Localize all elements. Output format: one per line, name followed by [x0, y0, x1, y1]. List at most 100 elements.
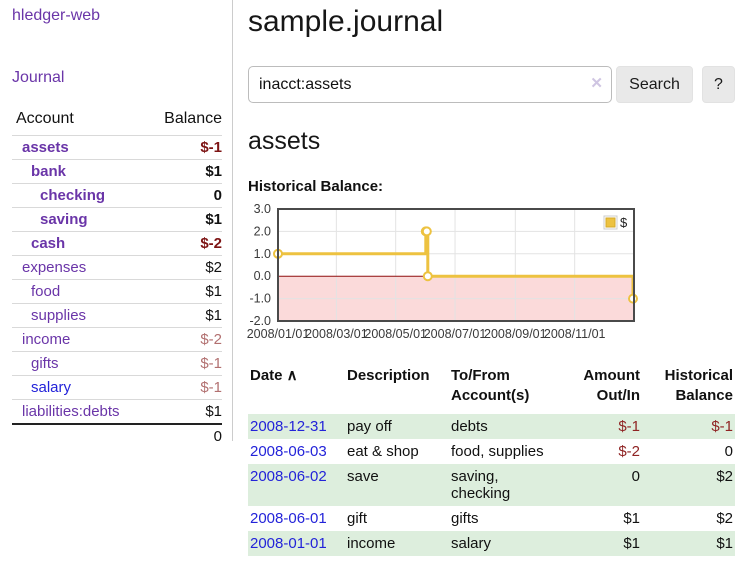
account-balance: $-1 — [145, 351, 222, 376]
transaction-row: 2008-12-31 pay off debts $-1 $-1 — [248, 414, 735, 439]
register-header-amount[interactable]: Amount Out/In — [583, 367, 640, 404]
data-point-marker — [422, 271, 433, 282]
register-header-tofrom[interactable]: To/From Account(s) — [451, 367, 530, 404]
transaction-accounts: gifts — [451, 510, 479, 527]
account-balance: $2 — [145, 255, 222, 280]
account-row: income $-2 — [12, 327, 222, 352]
transaction-date-link[interactable]: 2008-01-01 — [250, 535, 327, 552]
accounts-header-account: Account — [16, 110, 74, 127]
account-row: salary $-1 — [12, 375, 222, 400]
chart-legend: $ — [603, 215, 628, 230]
account-row: food $1 — [12, 279, 222, 304]
transaction-row: 2008-06-01 gift gifts $1 $2 — [248, 506, 735, 531]
register-header-row: Date ∧ Description To/From Account(s) Amount… — [248, 366, 735, 414]
account-row: cash $-2 — [12, 231, 222, 256]
main-content: sample.journal ✕ Search ? assets Histori… — [247, 0, 735, 556]
sidebar-item-journal[interactable]: Journal — [12, 69, 65, 86]
account-link[interactable]: expenses — [22, 259, 87, 276]
sidebar: hledger-web Journal Account Balance asse… — [0, 0, 233, 448]
accounts-table: Account Balance assets $-1 bank $1 checking 0… — [12, 108, 222, 448]
transaction-date-link[interactable]: 2008-12-31 — [250, 418, 327, 435]
transaction-amount: $1 — [572, 531, 642, 556]
transaction-date-link[interactable]: 2008-06-03 — [250, 443, 327, 460]
sort-ascending-icon: ∧ — [282, 367, 298, 384]
register-table: Date ∧ Description To/From Account(s) Amount… — [248, 366, 735, 556]
help-button[interactable]: ? — [702, 66, 735, 103]
accounts-total-value: 0 — [145, 423, 222, 448]
transaction-row: 2008-01-01 income salary $1 $1 — [248, 531, 735, 556]
svg-text:-1.0: -1.0 — [249, 292, 271, 306]
account-heading: assets — [248, 127, 321, 155]
transaction-date-link[interactable]: 2008-06-02 — [250, 468, 327, 485]
account-link[interactable]: liabilities:debts — [22, 403, 120, 420]
account-row: expenses $2 — [12, 255, 222, 280]
transaction-row: 2008-06-03 eat & shop food, supplies $-2 0 — [248, 439, 735, 464]
svg-text:1.0: 1.0 — [254, 247, 271, 261]
historical-balance-chart: 3.0 2.0 1.0 0.0 -1.0 -2.0 2008/01/01 2008/03/01… — [247, 202, 735, 347]
account-row: assets $-1 — [12, 135, 222, 160]
account-balance: $-1 — [145, 375, 222, 400]
account-balance: $-1 — [145, 135, 222, 160]
account-balance: $1 — [145, 279, 222, 304]
svg-text:3.0: 3.0 — [254, 202, 271, 216]
transaction-accounts: food, supplies — [451, 443, 544, 460]
search-input[interactable] — [248, 66, 612, 103]
svg-text:2008/03/01: 2008/03/01 — [305, 327, 368, 341]
legend-label: $ — [620, 215, 628, 230]
svg-text:2008/11/01: 2008/11/01 — [544, 327, 606, 341]
register-header-historical[interactable]: Historical Balance — [664, 367, 733, 404]
account-link[interactable]: saving — [40, 211, 88, 228]
account-link[interactable]: assets — [22, 139, 69, 156]
transaction-balance: $-1 — [642, 414, 735, 439]
account-row: saving $1 — [12, 207, 222, 232]
accounts-total-row: 0 — [12, 423, 222, 448]
account-link[interactable]: income — [22, 331, 71, 348]
account-balance: $1 — [145, 207, 222, 232]
account-link[interactable]: supplies — [31, 307, 87, 324]
account-row: liabilities:debts $1 — [12, 399, 222, 424]
account-balance: $1 — [145, 399, 222, 424]
transaction-amount: $-2 — [618, 443, 640, 460]
transaction-accounts: saving, checking — [449, 464, 572, 506]
search-form: ✕ Search ? — [248, 66, 735, 103]
account-link[interactable]: bank — [31, 163, 67, 180]
clear-search-icon[interactable]: ✕ — [590, 75, 603, 92]
search-box: ✕ — [248, 66, 612, 103]
transaction-balance: $2 — [716, 510, 733, 527]
transaction-balance: $1 — [642, 531, 735, 556]
chart-title: Historical Balance: — [248, 178, 384, 195]
chart-canvas: 3.0 2.0 1.0 0.0 -1.0 -2.02008/01/012008/03/01… — [247, 202, 638, 341]
register-header-date[interactable]: Date ∧ — [250, 367, 298, 384]
account-balance: 0 — [145, 183, 222, 208]
accounts-header-row: Account Balance — [12, 108, 222, 136]
transaction-description: pay off — [345, 414, 449, 439]
register-header-description[interactable]: Description — [347, 367, 430, 384]
account-balance: $-2 — [145, 231, 222, 256]
account-link[interactable]: food — [31, 283, 61, 300]
svg-text:2008/05/01: 2008/05/01 — [364, 327, 427, 341]
accounts-header-balance: Balance — [164, 110, 222, 127]
account-link[interactable]: gifts — [31, 355, 59, 372]
legend-swatch — [605, 217, 616, 228]
account-balance: $-2 — [145, 327, 222, 352]
account-row: checking 0 — [12, 183, 222, 208]
account-link[interactable]: salary — [31, 379, 72, 396]
transaction-balance: 0 — [724, 443, 733, 460]
account-row: gifts $-1 — [12, 351, 222, 376]
transaction-amount: $-1 — [572, 414, 642, 439]
search-button[interactable]: Search — [616, 66, 693, 103]
transaction-date-link[interactable]: 2008-06-01 — [250, 510, 327, 527]
transaction-balance: $2 — [642, 464, 735, 506]
transaction-description: income — [345, 531, 449, 556]
transaction-amount: $1 — [623, 510, 640, 527]
account-row: supplies $1 — [12, 303, 222, 328]
transaction-amount: 0 — [572, 464, 642, 506]
svg-text:2008/09/01: 2008/09/01 — [484, 327, 547, 341]
account-link[interactable]: cash — [31, 235, 66, 252]
transaction-description: save — [345, 464, 449, 506]
svg-text:-2.0: -2.0 — [249, 314, 271, 328]
transaction-accounts: debts — [449, 414, 572, 439]
account-link[interactable]: checking — [40, 187, 106, 204]
app-title[interactable]: hledger-web — [12, 7, 101, 24]
svg-text:0.0: 0.0 — [254, 269, 271, 283]
